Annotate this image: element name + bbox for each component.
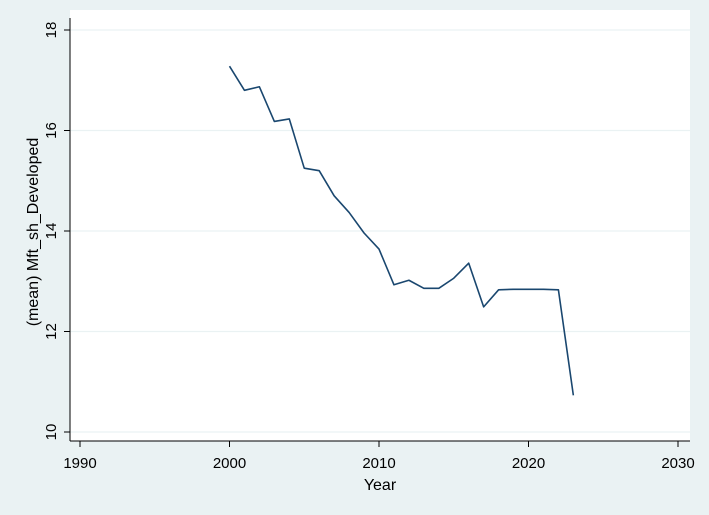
tick-labels: 10 12 14 16 18 1990 2000 2010 2020 2030 — [43, 22, 695, 472]
x-tick-label: 2020 — [512, 455, 545, 472]
y-axis-title: (mean) Mft_sh_Developed — [25, 138, 42, 327]
y-tick-label: 10 — [43, 424, 60, 441]
x-tick-label: 2000 — [213, 455, 246, 472]
x-tick-label: 2030 — [661, 455, 694, 472]
y-tick-label: 14 — [43, 223, 60, 240]
x-tick-label: 2010 — [362, 455, 395, 472]
grid-lines — [70, 29, 690, 433]
y-tick-label: 12 — [43, 323, 60, 340]
series-lines — [228, 65, 575, 396]
plot-area — [70, 10, 690, 441]
y-tick-label: 18 — [43, 22, 60, 39]
axes — [64, 18, 690, 447]
y-tick-label: 16 — [43, 122, 60, 139]
x-axis-title: Year — [364, 477, 397, 494]
x-tick-label: 1990 — [63, 455, 96, 472]
series-line — [228, 65, 575, 396]
